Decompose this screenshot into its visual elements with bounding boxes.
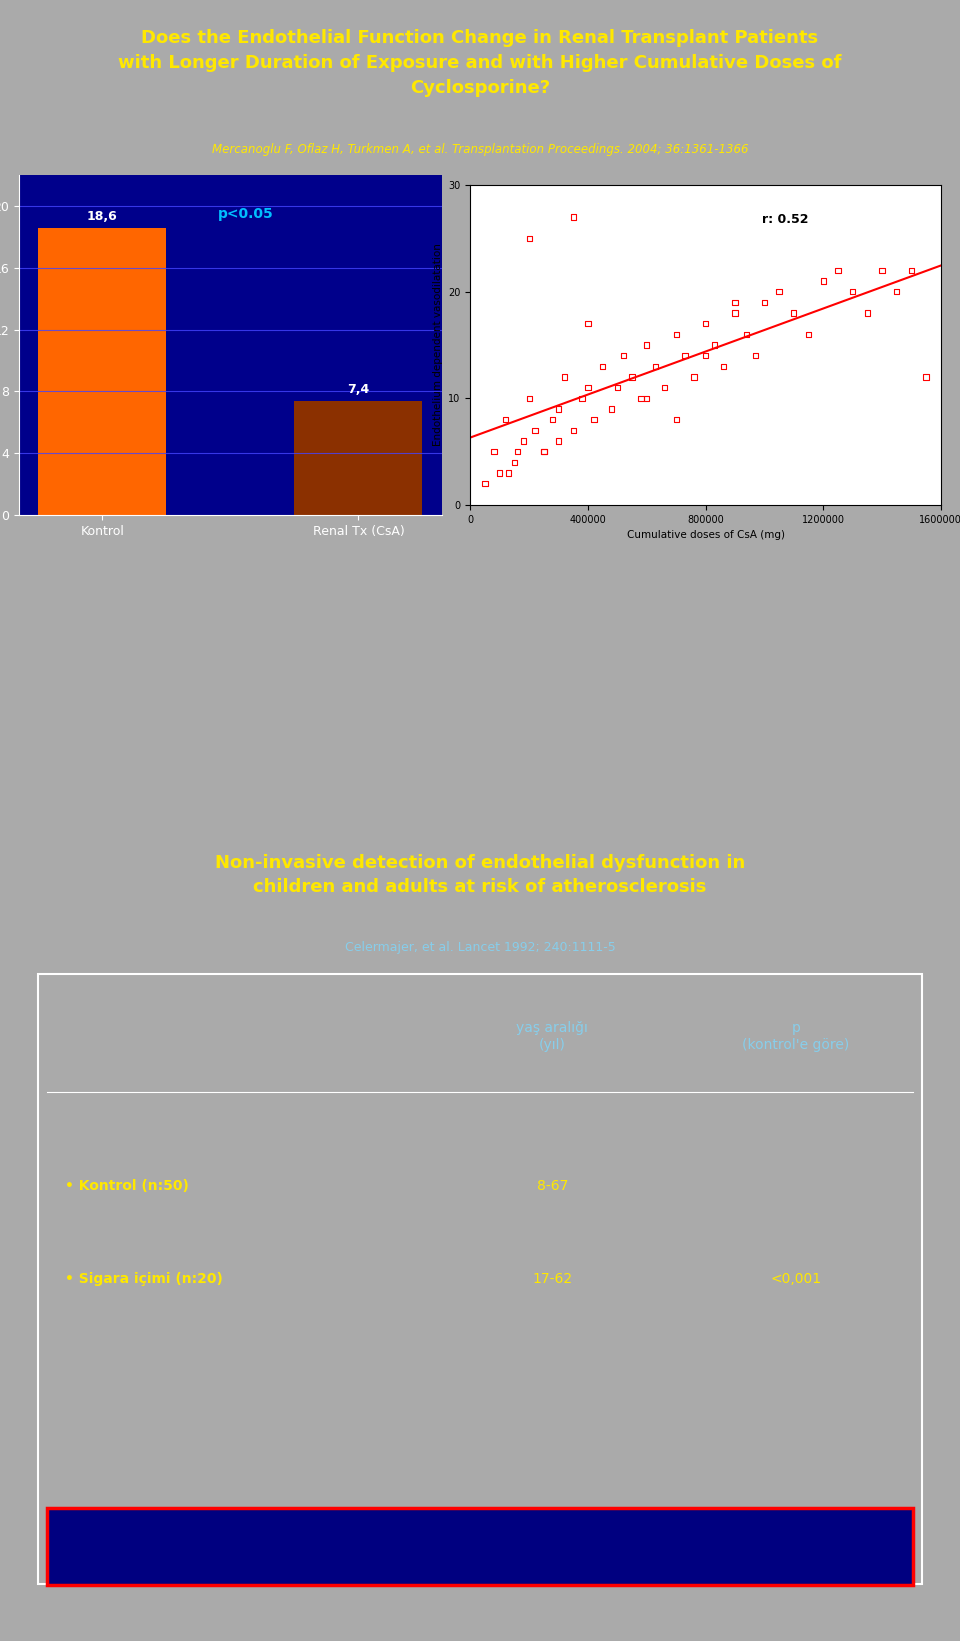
Point [634,386,649,412]
Point [903,258,919,284]
Point [919,364,934,391]
Point [739,322,755,348]
Point [657,374,672,400]
Text: 7,4: 7,4 [348,382,370,395]
Point [786,300,802,327]
Point [686,364,702,391]
Point [580,310,595,336]
Point [615,343,631,369]
Point [715,353,731,379]
Point [486,438,501,464]
Point [648,353,663,379]
Point [668,322,684,348]
Point [510,438,525,464]
Point [801,322,816,348]
Text: Celermajer, et al. Lancet 1992; 240:1111-5: Celermajer, et al. Lancet 1992; 240:1111… [345,940,615,953]
Point [516,428,531,455]
Point [678,343,693,369]
Point [537,438,552,464]
Point [574,386,589,412]
Point [624,364,639,391]
Point [477,471,492,497]
Point [639,331,655,358]
Text: Mercanoglu F, Oflaz H, Turkmen A, et al. Transplantation Proceedings. 2004; 36:1: Mercanoglu F, Oflaz H, Turkmen A, et al.… [212,143,748,156]
Point [639,386,655,412]
Point [859,300,875,327]
Point [565,417,581,443]
Text: 17-62: 17-62 [532,1272,572,1287]
Point [498,407,514,433]
Point [728,300,743,327]
Point [698,310,713,336]
Bar [38,228,166,515]
Text: <0,001: <0,001 [770,1272,822,1287]
Point [521,386,537,412]
Text: r: 0.52: r: 0.52 [762,213,808,226]
Text: p
(kontrol'e göre): p (kontrol'e göre) [742,1021,850,1052]
Point [830,258,846,284]
Text: Non-invasive detection of endothelial dysfunction in
children and adults at risk: Non-invasive detection of endothelial dy… [215,855,745,896]
Point [537,438,552,464]
Point [492,459,508,486]
Text: p<0.05: p<0.05 [218,207,274,220]
Text: Does the Endothelial Function Change in Renal Transplant Patients
with Longer Du: Does the Endothelial Function Change in … [118,30,842,97]
Point [557,364,572,391]
Point [527,417,542,443]
Point [595,353,611,379]
Point [545,407,561,433]
Point [875,258,890,284]
X-axis label: Cumulative doses of CsA (mg): Cumulative doses of CsA (mg) [627,530,784,540]
Point [551,428,566,455]
Text: 18,6: 18,6 [87,210,118,223]
Text: 8-67: 8-67 [537,1178,568,1193]
Point [501,459,516,486]
FancyBboxPatch shape [47,1508,913,1585]
Point [507,450,522,476]
Point [707,331,722,358]
Point [772,279,787,305]
Text: • Kontrol (n:50): • Kontrol (n:50) [65,1178,189,1193]
Point [521,225,537,251]
Point [748,343,763,369]
Point [580,374,595,400]
Text: • Sigara içimi (n:20): • Sigara içimi (n:20) [65,1272,223,1287]
Point [565,203,581,230]
Point [698,343,713,369]
Point [604,395,619,422]
Point [845,279,860,305]
Point [668,407,684,433]
Point [587,407,602,433]
Point [756,289,772,315]
Bar [295,400,422,515]
Point [889,279,904,305]
Point [610,374,625,400]
Point [816,267,831,294]
Point [728,289,743,315]
Text: yaş aralığı
(yıl): yaş aralığı (yıl) [516,1021,588,1052]
Point [551,395,566,422]
Y-axis label: Endothelium dependent vasodilatation: Endothelium dependent vasodilatation [433,243,443,446]
